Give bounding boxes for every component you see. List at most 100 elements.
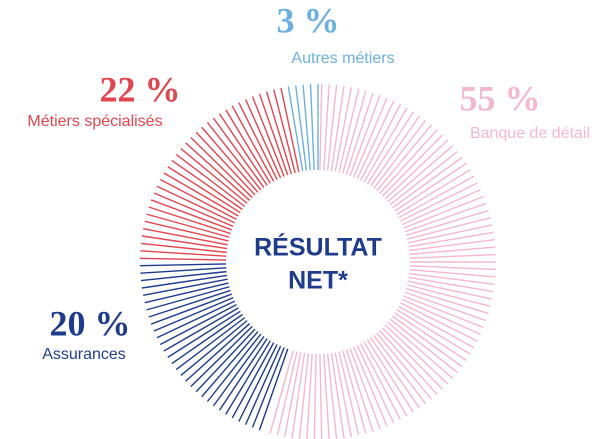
slice-ray: [326, 84, 338, 171]
slice-ray: [140, 270, 227, 282]
slice-ray: [319, 84, 323, 171]
slice-ray: [201, 126, 259, 193]
slice-ray: [369, 337, 421, 409]
category-label: Métiers spécialisés: [27, 113, 162, 130]
slice-ray: [185, 142, 251, 201]
slice-ray: [376, 124, 433, 192]
slice-ray: [338, 351, 360, 436]
slice-ray: [269, 350, 294, 434]
slice-ray: [148, 289, 231, 318]
slice-ray: [140, 250, 227, 257]
slice-ray: [405, 209, 489, 237]
slice-ray: [140, 242, 227, 254]
slice-ray: [309, 84, 315, 171]
category-label: Autres métiers: [291, 50, 394, 67]
category-label: Assurances: [42, 346, 126, 363]
slice-ray: [156, 185, 236, 224]
slice-ray: [313, 353, 317, 439]
slice-ray: [225, 340, 271, 415]
slice-ray: [408, 231, 494, 248]
slice-ray: [276, 351, 298, 436]
slice-ray: [360, 343, 402, 421]
slice: [140, 87, 300, 261]
slice-ray: [212, 336, 265, 407]
slice-ray: [180, 147, 248, 204]
slice-ray: [195, 131, 256, 196]
slice-ray: [146, 213, 230, 238]
center-label: RÉSULTAT: [254, 233, 382, 262]
slice-ray: [218, 338, 268, 411]
value-label: 20 %: [50, 303, 131, 343]
slice-ray: [396, 169, 471, 215]
slice-ray: [376, 332, 433, 400]
slice-ray: [326, 353, 338, 439]
slice-ray: [409, 269, 496, 278]
slice-ray: [409, 253, 496, 259]
slice-ray: [212, 117, 265, 188]
slice-ray: [175, 317, 246, 371]
slice-ray: [403, 195, 484, 229]
slice-ray: [180, 320, 248, 377]
slice-ray: [319, 353, 323, 439]
slice-ray: [206, 122, 262, 191]
slice-ray: [163, 307, 239, 352]
slice-ray: [294, 85, 308, 171]
slice-ray: [394, 312, 467, 362]
slice-ray: [156, 300, 236, 339]
slice-ray: [140, 267, 227, 274]
slice-ray: [148, 206, 231, 235]
slice-ray: [389, 150, 458, 206]
slice-ray: [265, 91, 293, 175]
slice-ray: [345, 92, 374, 175]
slice-ray: [356, 344, 395, 424]
slice-ray: [349, 347, 381, 430]
slice-ray: [409, 246, 496, 255]
slice-ray: [366, 111, 414, 185]
slice-ray: [405, 287, 489, 315]
value-label: 55 %: [460, 78, 541, 118]
slice-ray: [141, 274, 228, 289]
slice-ray: [171, 159, 243, 211]
slice-ray: [258, 348, 289, 431]
slice-ray: [146, 286, 230, 311]
slice-ray: [394, 162, 467, 212]
slice: [287, 84, 319, 172]
value-label: 22 %: [100, 69, 181, 109]
slice-ray: [218, 113, 268, 186]
slice-ray: [401, 188, 481, 226]
category-label: Banque de détail: [470, 125, 590, 142]
slice-ray: [175, 153, 246, 207]
slice-ray: [150, 293, 233, 325]
slice-ray: [353, 346, 388, 427]
slice-ray: [185, 323, 251, 382]
slice-ray: [408, 276, 494, 293]
slice-ray: [356, 100, 395, 180]
slice-ray: [143, 278, 228, 297]
slice-ray: [171, 313, 243, 365]
slice-ray: [167, 310, 241, 358]
slice-ray: [407, 280, 493, 300]
slice-ray: [167, 166, 241, 214]
slice-ray: [409, 265, 496, 271]
slice-ray: [403, 295, 484, 329]
slice-ray: [387, 321, 454, 379]
slice-ray: [409, 238, 495, 252]
slice-ray: [384, 139, 449, 200]
slice-ray: [231, 342, 275, 419]
slice-ray: [190, 136, 253, 199]
slice-ray: [342, 350, 367, 434]
slice-ray: [280, 87, 300, 173]
slice-ray: [353, 97, 388, 178]
slice-ray: [141, 235, 228, 250]
slice-ray: [153, 192, 234, 227]
slice-ray: [366, 339, 414, 413]
slice-ray: [302, 84, 311, 171]
slice-ray: [404, 291, 487, 322]
slice-ray: [396, 309, 471, 355]
slice-ray: [338, 88, 360, 173]
slice-ray: [273, 89, 296, 174]
slice-ray: [140, 263, 227, 267]
slice-ray: [384, 324, 449, 385]
slice-ray: [406, 217, 491, 240]
slice-ray: [381, 134, 444, 197]
